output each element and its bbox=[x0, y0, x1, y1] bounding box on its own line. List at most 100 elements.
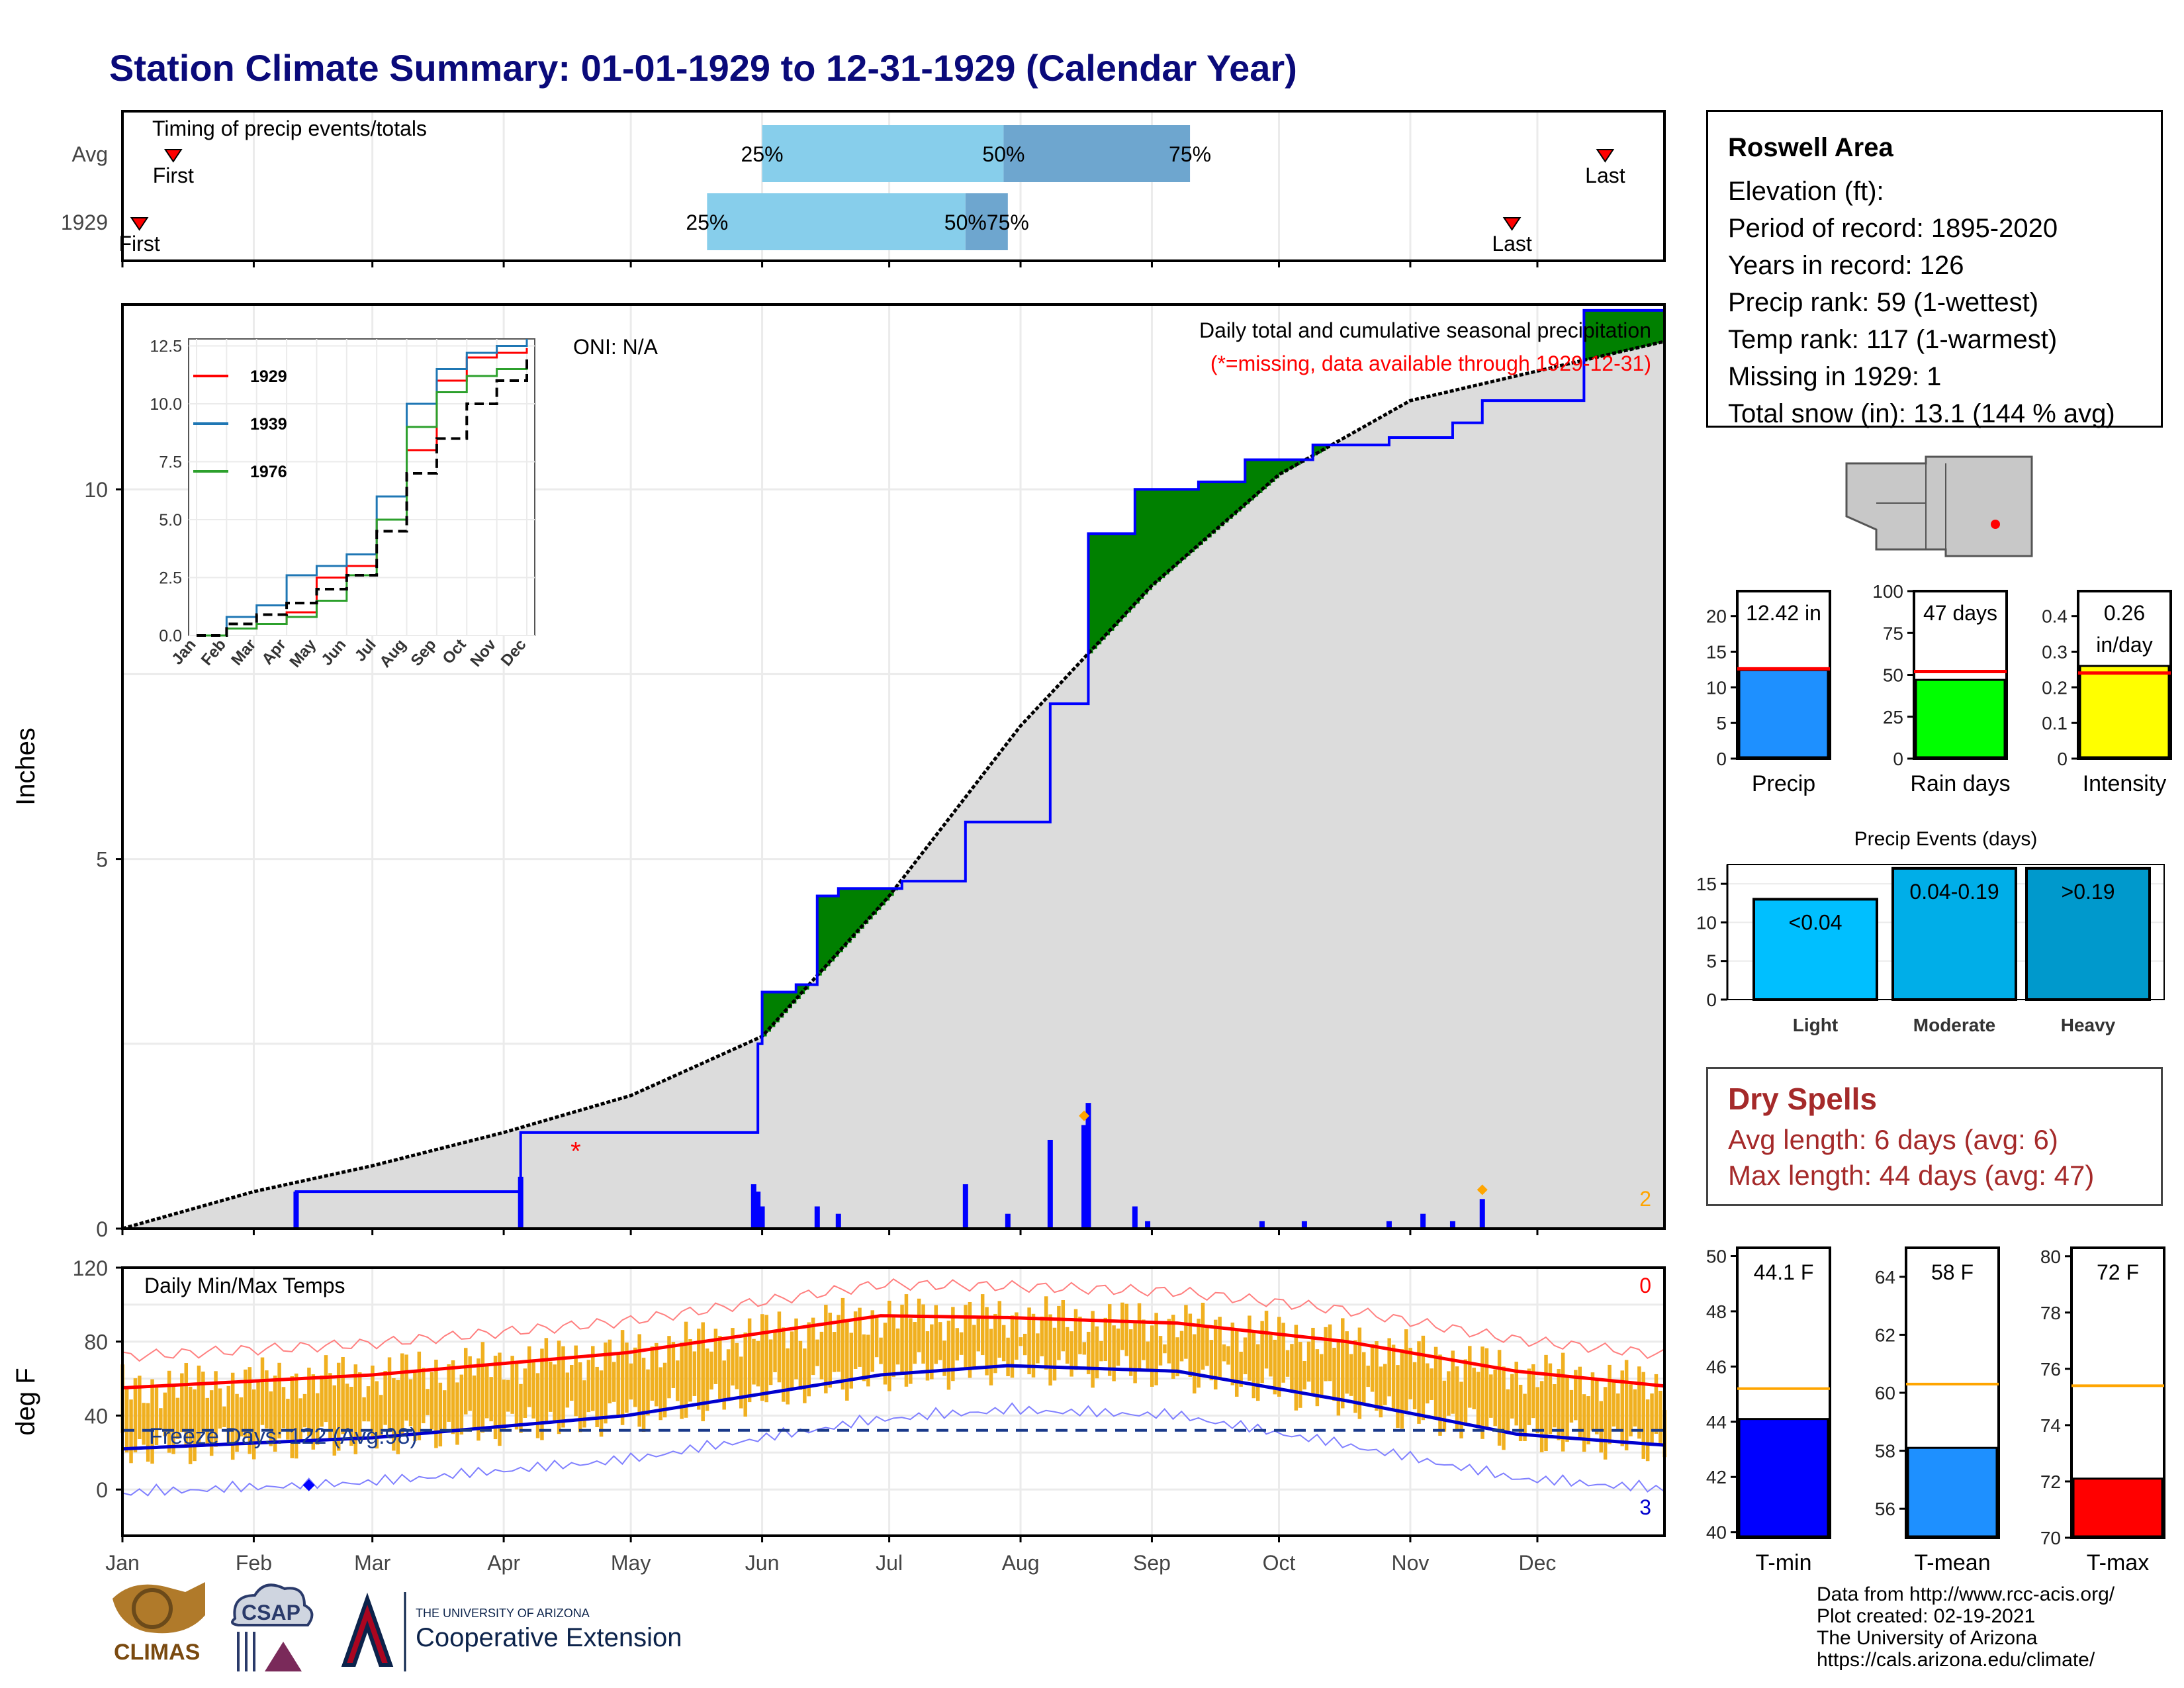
totals-panel: 12.42 in 0 5 10 15 20 Precip bbox=[1706, 590, 1831, 796]
temp-daily-bar bbox=[1480, 1346, 1484, 1439]
temp-daily-bar bbox=[824, 1305, 828, 1393]
temp-mean-y-tick-label: 58 bbox=[1875, 1441, 1895, 1462]
temp-daily-bar bbox=[633, 1347, 637, 1407]
events-title: Precip Events (days) bbox=[1854, 828, 2038, 850]
temp-mean-y-tick-label: 74 bbox=[2040, 1415, 2061, 1436]
csap-logo-text: CSAP bbox=[242, 1601, 300, 1624]
totals-y-tick-label: 50 bbox=[1883, 665, 1903, 686]
temp-daily-bar bbox=[1146, 1341, 1150, 1370]
totals-y-tick-label: 25 bbox=[1883, 707, 1903, 727]
temp-daily-bar bbox=[604, 1342, 608, 1424]
temp-title: Daily Min/Max Temps bbox=[144, 1274, 345, 1297]
temp-daily-bar bbox=[616, 1354, 620, 1418]
temp-mean-y-tick-label: 50 bbox=[1706, 1246, 1727, 1267]
precip-surplus-fill bbox=[1656, 310, 1661, 344]
credit-line: The University of Arizona bbox=[1817, 1627, 2038, 1649]
temp-frame bbox=[121, 1266, 1666, 1537]
temp-daily-bar bbox=[383, 1371, 387, 1425]
events-bar bbox=[1891, 867, 2017, 1002]
inset-frame bbox=[188, 338, 535, 636]
temp-daily-bar bbox=[171, 1386, 175, 1454]
temp-daily-bar bbox=[1438, 1354, 1442, 1436]
temp-daily-bar bbox=[1315, 1349, 1320, 1407]
temp-daily-bar bbox=[302, 1393, 307, 1428]
temp-daily-bar bbox=[1629, 1384, 1633, 1436]
timing-marker bbox=[1596, 149, 1615, 163]
timing-marker bbox=[130, 217, 149, 231]
precip-surplus-fill bbox=[1639, 310, 1644, 348]
temp-daily-bar bbox=[697, 1329, 701, 1410]
temp-daily-bar bbox=[662, 1362, 667, 1418]
temp-mean-bar bbox=[2072, 1477, 2163, 1538]
temp-daily-bar bbox=[447, 1364, 451, 1422]
temp-daily-bar bbox=[1243, 1337, 1248, 1375]
temp-mean-value-label: 72 F bbox=[2097, 1260, 2139, 1284]
precip-surplus-fill bbox=[829, 896, 835, 962]
temp-record-marker bbox=[302, 1479, 315, 1491]
totals-y-tick-label: 15 bbox=[1706, 642, 1727, 663]
climas-logo-text: CLIMAS bbox=[114, 1640, 200, 1665]
temp-daily-bar bbox=[1497, 1350, 1502, 1446]
precip-surplus-fill bbox=[1630, 310, 1635, 350]
temp-daily-bar bbox=[582, 1380, 586, 1428]
temp-daily-bar bbox=[1539, 1381, 1544, 1452]
temp-daily-bar bbox=[959, 1332, 964, 1355]
temp-daily-bar bbox=[1065, 1327, 1069, 1364]
temp-daily-bar bbox=[917, 1298, 921, 1352]
temp-daily-bar bbox=[235, 1393, 239, 1452]
temp-daily-bar bbox=[514, 1362, 519, 1430]
temp-daily-bar bbox=[1612, 1380, 1616, 1427]
temp-daily-bar bbox=[845, 1319, 849, 1401]
temp-daily-bar bbox=[1197, 1319, 1201, 1388]
precip-surplus-fill bbox=[1317, 445, 1322, 453]
temp-daily-bar bbox=[980, 1294, 985, 1356]
precip-surplus-fill bbox=[1190, 489, 1195, 553]
temp-daily-bar bbox=[1154, 1313, 1158, 1385]
precip-surplus-fill bbox=[855, 888, 860, 934]
temp-daily-bar bbox=[786, 1348, 790, 1405]
temp-daily-bar bbox=[938, 1322, 942, 1360]
temp-daily-bar bbox=[1400, 1349, 1404, 1429]
events-bar bbox=[2025, 867, 2151, 1002]
precip-surplus-fill bbox=[1635, 310, 1640, 349]
temp-daily-bar bbox=[434, 1360, 438, 1448]
temp-daily-bar bbox=[976, 1317, 981, 1352]
temp-daily-bar bbox=[726, 1349, 731, 1401]
temp-y-tick-label: 0 bbox=[96, 1478, 108, 1502]
temp-daily-bar bbox=[540, 1348, 544, 1440]
temp-daily-bar bbox=[133, 1378, 138, 1453]
temp-daily-bar bbox=[417, 1351, 422, 1440]
temp-daily-bar bbox=[1468, 1346, 1472, 1408]
temp-daily-bar bbox=[743, 1333, 747, 1417]
temp-daily-bar bbox=[1455, 1366, 1459, 1430]
temp-daily-bar bbox=[794, 1318, 798, 1380]
precip-surplus-fill bbox=[1164, 489, 1169, 575]
events-y-tick-label: 5 bbox=[1706, 951, 1717, 972]
temp-daily-bar bbox=[1078, 1317, 1082, 1354]
temp-daily-bar bbox=[1251, 1331, 1256, 1399]
totals-y-tick-label: 100 bbox=[1872, 581, 1903, 602]
temp-mean-y-tick-label: 80 bbox=[2040, 1246, 2061, 1267]
temp-daily-bar bbox=[1451, 1350, 1455, 1414]
totals-panel: 0.26 in/day 0 0.1 0.2 0.3 0.4 Intensity bbox=[2042, 590, 2172, 796]
events-category-label: Light bbox=[1793, 1015, 1838, 1035]
precip-surplus-fill bbox=[850, 888, 856, 939]
temp-daily-bar bbox=[1001, 1325, 1006, 1362]
dry-spells-max: Max length: 44 days (avg: 47) bbox=[1728, 1160, 2095, 1191]
temp-daily-bar bbox=[493, 1356, 498, 1440]
temp-daily-bar bbox=[1095, 1326, 1099, 1379]
temp-daily-bar bbox=[1086, 1331, 1091, 1374]
temp-daily-bar bbox=[1260, 1321, 1264, 1383]
temp-daily-bar bbox=[578, 1362, 582, 1432]
temp-daily-bar bbox=[480, 1342, 485, 1433]
precip-surplus-fill bbox=[1266, 459, 1271, 486]
temp-daily-bar bbox=[1285, 1350, 1290, 1377]
temp-daily-bar bbox=[921, 1304, 925, 1364]
precip-surplus-fill bbox=[821, 896, 827, 971]
month-tick-label: Feb bbox=[236, 1551, 272, 1575]
temp-daily-bar bbox=[1544, 1354, 1548, 1452]
temp-daily-bar bbox=[468, 1356, 472, 1411]
temp-daily-bar bbox=[426, 1389, 430, 1415]
station-period: Period of record: 1895-2020 bbox=[1728, 214, 2058, 243]
temp-daily-bar bbox=[523, 1368, 527, 1418]
